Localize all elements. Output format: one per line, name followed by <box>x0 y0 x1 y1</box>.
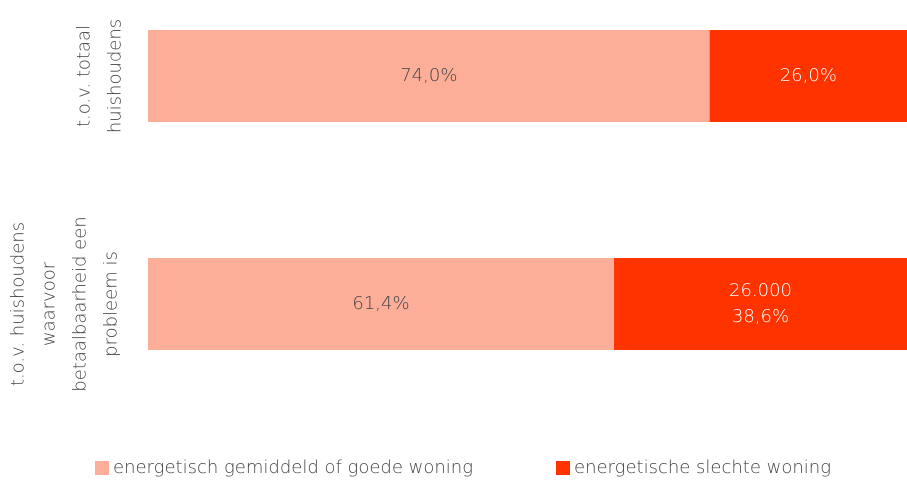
value-label: 74,0% <box>400 65 457 86</box>
legend-label: energetisch gemiddeld of goede woning <box>113 457 473 478</box>
legend-swatch <box>556 461 570 475</box>
bar-segment <box>148 30 710 122</box>
value-label: 61,4% <box>352 293 409 314</box>
value-label: 38,6% <box>732 306 789 327</box>
category-label: waarvoor <box>39 261 60 346</box>
category-label: huishoudens <box>105 19 126 133</box>
category-label: probleem is <box>101 251 122 357</box>
annotation: 26.000 <box>729 280 792 301</box>
legend-swatch <box>95 461 109 475</box>
category-label: t.o.v. totaal <box>74 25 95 127</box>
category-label: t.o.v. huishoudens <box>8 222 29 386</box>
bar-segment <box>614 258 907 350</box>
bar-segment <box>148 258 615 350</box>
category-label: betaalbaarheid een <box>70 216 91 391</box>
bar-segment <box>709 30 907 122</box>
value-label: 26,0% <box>780 65 837 86</box>
legend-label: energetische slechte woning <box>574 457 831 478</box>
